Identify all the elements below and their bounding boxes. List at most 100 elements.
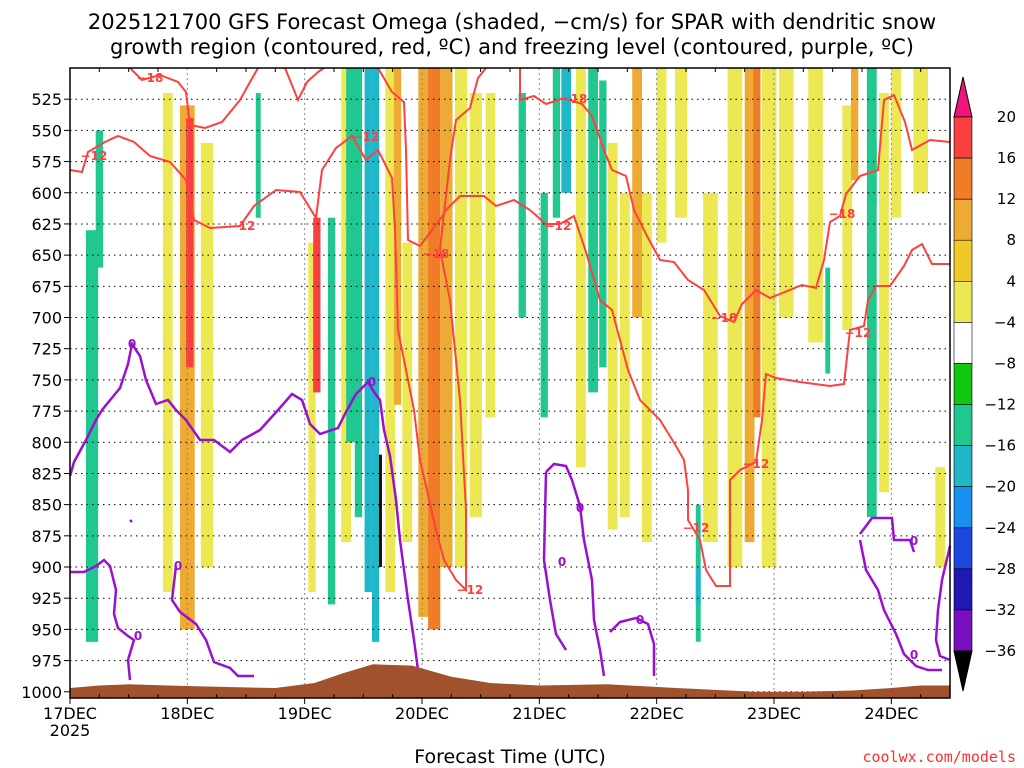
x-tick-label: 24DEC — [864, 704, 918, 723]
chart-title-line-1: 2025121700 GFS Forecast Omega (shaded, −… — [88, 10, 936, 34]
omega-band — [871, 142, 877, 206]
freezing-label: 0 — [576, 501, 584, 515]
x-tick-label: 20DEC — [395, 704, 449, 723]
y-tick-label: 625 — [31, 215, 62, 234]
contours: −18 −12 −12 −12 −18 −18 −12 −12 −18 −12 … — [68, 67, 952, 681]
y-tick-label: 875 — [31, 527, 62, 546]
freezing-label: 0 — [174, 559, 182, 573]
dgz-label: −12 — [353, 130, 380, 144]
omega-band — [607, 142, 618, 530]
colorbar-label: 8 — [1006, 231, 1016, 249]
colorbar-swatch — [953, 568, 973, 611]
freezing-label: 0 — [558, 555, 566, 569]
y-tick-label: 525 — [31, 90, 62, 109]
omega-band — [576, 68, 586, 468]
gridlines — [70, 68, 950, 698]
colorbar-swatch — [953, 239, 973, 282]
omega-band — [913, 68, 928, 193]
colorbar-label: −36 — [984, 642, 1016, 660]
colorbar-swatch — [953, 280, 973, 323]
dgz-label: −18 — [137, 71, 164, 85]
x-tick-label: 21DEC — [512, 704, 566, 723]
omega-band — [162, 93, 173, 592]
omega-band — [485, 93, 496, 418]
omega-band — [825, 267, 831, 374]
plot-area: −18 −12 −12 −12 −18 −18 −12 −12 −18 −12 … — [21, 67, 952, 740]
x-tick-label: 18DEC — [160, 704, 214, 723]
x-tick-label: 23DEC — [747, 704, 801, 723]
omega-band — [753, 68, 761, 418]
omega-band — [418, 68, 431, 617]
colorbar-swatch — [953, 157, 973, 200]
omega-band — [354, 68, 363, 518]
omega-band — [703, 192, 718, 543]
dgz-label: −12 — [457, 583, 484, 597]
omega-shading — [85, 68, 946, 642]
omega-band — [393, 68, 402, 405]
colorbar-label: 20 — [997, 108, 1016, 126]
freezing-label: 0 — [636, 613, 644, 627]
credit-text: coolwx.com/models — [862, 748, 1016, 766]
y-tick-label: 975 — [31, 652, 62, 671]
omega-band — [313, 217, 321, 393]
y-tick-label: 575 — [31, 153, 62, 172]
y-tick-label: 925 — [31, 589, 62, 608]
y-axis: 525 550 575 600 625 650 675 700 725 750 775 800 825 8… — [21, 90, 70, 702]
omega-band — [552, 68, 561, 218]
dgz-label: −18 — [829, 207, 856, 221]
omega-band — [371, 68, 380, 642]
colorbar-label: −32 — [984, 601, 1016, 619]
colorbar-label: −12 — [984, 396, 1016, 414]
y-tick-label: 800 — [31, 433, 62, 452]
dgz-label: −12 — [81, 149, 108, 163]
omega-band — [808, 68, 823, 343]
y-tick-label: 650 — [31, 246, 62, 265]
omega-band — [200, 142, 213, 568]
omega-band — [385, 68, 396, 592]
omega-band — [656, 68, 667, 243]
omega-band — [851, 68, 859, 181]
x-tick-label: 17DEC — [43, 704, 97, 723]
colorbar-overflow-bottom — [953, 650, 973, 692]
y-tick-label: 750 — [31, 371, 62, 390]
x-tick-label: 22DEC — [630, 704, 684, 723]
freezing-label: 0 — [910, 534, 918, 548]
omega-band — [935, 467, 946, 567]
colorbar-label: −24 — [984, 519, 1016, 537]
colorbar-label: 12 — [997, 190, 1016, 208]
omega-band — [341, 68, 352, 543]
omega-band — [891, 68, 902, 218]
omega-band — [744, 68, 755, 543]
y-tick-label: 675 — [31, 277, 62, 296]
omega-band — [842, 105, 853, 331]
freezing-label: 0 — [910, 648, 918, 662]
colorbar-swatch — [953, 445, 973, 488]
omega-band — [642, 192, 652, 543]
x-tick-label: 19DEC — [278, 704, 332, 723]
freezing-label: 0 — [128, 337, 136, 351]
dgz-label: −12 — [845, 326, 872, 340]
colorbar-swatch — [953, 322, 973, 364]
y-tick-label: 950 — [31, 620, 62, 639]
omega-band — [469, 93, 482, 518]
omega-band — [308, 242, 316, 592]
freezing-level-contour — [68, 340, 952, 681]
chart-title-line-2: growth region (contoured, red, ºC) and f… — [110, 35, 914, 59]
dgz-label: −12 — [545, 219, 572, 233]
omega-band — [364, 68, 372, 592]
omega-band — [255, 93, 261, 218]
freezing-label: 0 — [368, 375, 376, 389]
colorbar-label: 4 — [1006, 272, 1016, 290]
dgz-label: −12 — [229, 219, 256, 233]
x-axis-title: Forecast Time (UTC) — [414, 746, 605, 768]
colorbar-overflow-top — [953, 76, 973, 118]
omega-band — [599, 80, 607, 368]
colorbar-label: −4 — [994, 313, 1016, 331]
dgz-contour-minus12 — [69, 134, 950, 593]
colorbar-swatch — [953, 363, 973, 405]
colorbar-label: 16 — [997, 149, 1016, 167]
omega-band — [95, 130, 103, 268]
colorbar-swatch — [953, 527, 973, 570]
